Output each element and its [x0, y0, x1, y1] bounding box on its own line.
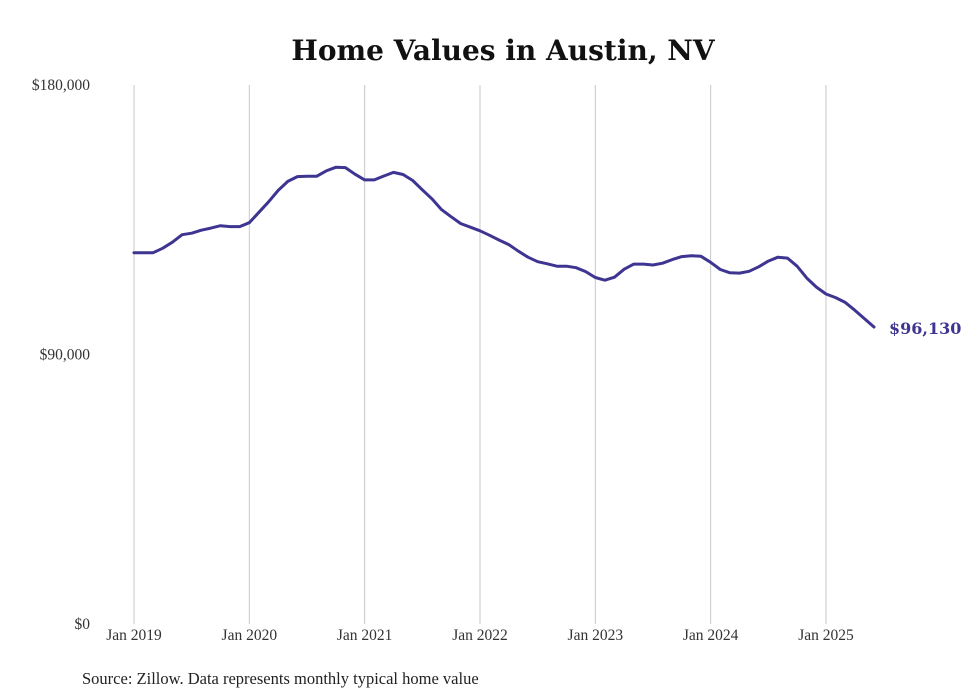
x-axis-ticks: Jan 2019 Jan 2020 Jan 2021 Jan 2022 Jan 2023… [106, 627, 854, 644]
series-line [132, 165, 876, 329]
y-axis-ticks: $0 $90,000 $180,000 [32, 77, 90, 633]
y-tick-label: $90,000 [40, 347, 91, 364]
x-tick-label: Jan 2020 [222, 627, 278, 644]
gridlines [133, 85, 827, 624]
x-tick-label: Jan 2023 [568, 627, 624, 644]
y-tick-label: $0 [75, 616, 91, 633]
series-group [132, 165, 876, 329]
x-tick-label: Jan 2021 [337, 627, 393, 644]
x-tick-label: Jan 2025 [798, 627, 854, 644]
chart-title: Home Values in Austin, NV [291, 34, 716, 67]
y-tick-label: $180,000 [32, 77, 90, 94]
source-note: Source: Zillow. Data represents monthly … [82, 669, 479, 688]
end-value-label: $96,130 [889, 319, 961, 338]
x-tick-label: Jan 2024 [683, 627, 739, 644]
x-tick-label: Jan 2022 [452, 627, 508, 644]
x-tick-label: Jan 2019 [106, 627, 162, 644]
